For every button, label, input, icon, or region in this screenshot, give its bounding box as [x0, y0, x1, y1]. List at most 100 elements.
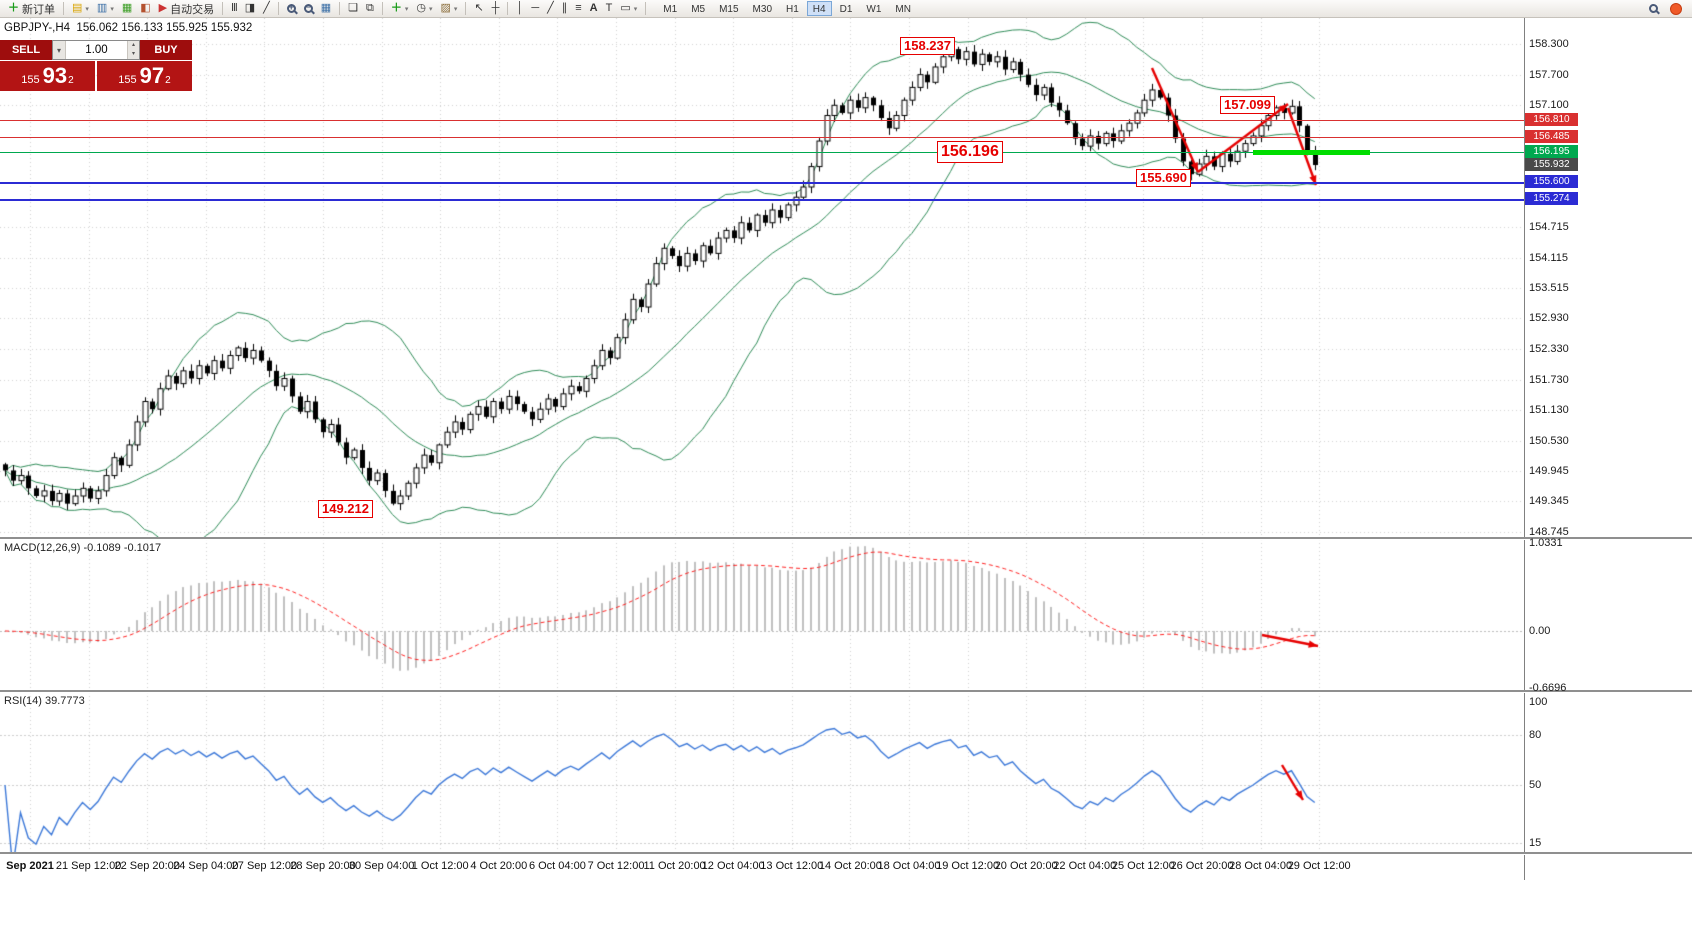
search-button[interactable]	[1645, 1, 1662, 17]
trendline-button[interactable]: ╱	[543, 1, 558, 17]
horizontal-level-line[interactable]	[0, 181, 1524, 184]
channel-button[interactable]: ∥	[558, 1, 572, 17]
spinner-down-icon[interactable]: ▾	[131, 51, 135, 57]
time-axis-label: 4 Oct 20:00	[470, 860, 528, 872]
price-badge: 155.932	[1525, 157, 1578, 171]
fibonacci-button[interactable]: ≡	[571, 1, 585, 17]
candlestick-icon: ◨	[244, 2, 256, 14]
line-chart-button[interactable]: ╱	[259, 1, 274, 17]
main-chart-canvas[interactable]	[0, 18, 1524, 537]
tf-button-m5[interactable]: M5	[691, 4, 706, 15]
toolbar-separator	[222, 2, 224, 15]
time-axis-label: 14 Oct 20:00	[818, 860, 882, 872]
trendline-icon: ╱	[547, 2, 554, 14]
clock-icon: ◷	[416, 2, 426, 14]
tile-windows-button[interactable]: ❏	[344, 1, 362, 17]
price-tick-label: 158.300	[1529, 38, 1569, 50]
terminal-button[interactable]: ◧	[136, 1, 154, 17]
time-axis-label: 20 Oct 20:00	[994, 860, 1058, 872]
text-button[interactable]: A	[586, 1, 602, 17]
price-badge: 156.485	[1525, 129, 1578, 143]
price-callout[interactable]: 157.099	[1220, 96, 1275, 115]
tf-button-m30[interactable]: M30	[752, 4, 772, 15]
price-badge: 156.195	[1525, 144, 1578, 158]
time-axis-label: Sep 2021	[6, 860, 54, 872]
tf-button-m1[interactable]: M1	[663, 4, 678, 15]
price-tick-label: 150.530	[1529, 434, 1569, 447]
horizontal-line-icon: ─	[531, 2, 540, 14]
panel-separator[interactable]	[0, 690, 1692, 692]
channel-icon: ∥	[561, 2, 568, 14]
indicators-button[interactable]: ＋ ▾	[387, 1, 413, 17]
time-axis[interactable]: Sep 2021 21 Sep 12:00 22 Sep 20:00 24 Sep 0…	[0, 854, 1578, 880]
zoom-out-icon: −	[303, 2, 313, 13]
panel-separator[interactable]	[0, 537, 1692, 539]
tf-button-w1[interactable]: W1	[866, 4, 882, 15]
bar-chart-button[interactable]: ǀǀǀ	[227, 1, 241, 17]
profiles-icon: ▥	[96, 2, 108, 14]
templates-button[interactable]: ▨ ▾	[437, 1, 462, 17]
macd-panel-canvas[interactable]	[0, 539, 1524, 690]
price-tick-label: 151.130	[1529, 404, 1569, 417]
volume-dropdown-button[interactable]: ▾	[53, 41, 66, 59]
crosshair-button[interactable]: ┼	[488, 1, 504, 17]
horizontal-level-line[interactable]	[0, 151, 1524, 153]
market-watch-button[interactable]: ▦	[118, 1, 136, 17]
grid-button[interactable]: ▦	[317, 1, 335, 17]
autotrading-button[interactable]: ▶ 自动交易	[155, 1, 218, 17]
price-callout[interactable]: 149.212	[318, 500, 373, 519]
macd-axis-label: 1.0331	[1529, 537, 1563, 549]
candlestick-chart-button[interactable]: ◨	[241, 1, 259, 17]
time-axis-label: 27 Sep 12:00	[231, 860, 298, 872]
price-tick-label: 157.700	[1529, 68, 1569, 81]
cascade-windows-button[interactable]: ⧉	[362, 1, 378, 17]
rsi-panel-canvas[interactable]	[0, 692, 1524, 852]
buy-button[interactable]: BUY	[140, 40, 192, 60]
price-callout[interactable]: 156.196	[937, 141, 1003, 163]
zoom-in-button[interactable]: +	[283, 1, 300, 17]
horizontal-level-line[interactable]	[0, 120, 1524, 122]
macd-axis-label: 0.00	[1529, 625, 1551, 637]
price-callout[interactable]: 155.690	[1136, 169, 1191, 188]
chevron-down-icon: ▾	[429, 5, 433, 13]
sell-price-button[interactable]: 155 93 2	[0, 61, 95, 91]
tf-button-h4[interactable]: H4	[806, 1, 832, 16]
cursor-button[interactable]: ↖	[470, 1, 487, 17]
tf-button-d1[interactable]: D1	[839, 4, 853, 15]
spinner-up-icon[interactable]: ▴	[131, 42, 135, 48]
tf-button-m15[interactable]: M15	[719, 4, 739, 15]
label-button[interactable]: T	[602, 1, 617, 17]
volume-field[interactable]: ▾ 1.00 ▴ ▾	[52, 40, 140, 60]
panel-separator	[0, 852, 1692, 854]
vertical-line-button[interactable]: │	[512, 1, 527, 17]
toolbar-separator	[465, 2, 467, 15]
profiles-button[interactable]: ▥ ▾	[93, 1, 118, 17]
autotrading-label: 自动交易	[170, 3, 215, 16]
new-order-icon: ＋	[8, 2, 19, 14]
price-badge: 156.810	[1525, 113, 1578, 127]
horizontal-line-button[interactable]: ─	[527, 1, 543, 17]
buy-price-button[interactable]: 155 97 2	[97, 61, 192, 91]
price-tick-label: 153.515	[1529, 282, 1569, 295]
tf-button-mn[interactable]: MN	[895, 4, 911, 15]
price-callout[interactable]: 158.237	[900, 37, 955, 56]
horizontal-level-line[interactable]	[0, 198, 1524, 201]
time-axis-label: 24 Sep 04:00	[173, 860, 239, 872]
volume-spinner[interactable]: ▴ ▾	[127, 41, 139, 59]
volume-value[interactable]: 1.00	[85, 44, 108, 56]
new-chart-button[interactable]: ▤ ▾	[68, 1, 93, 17]
new-order-button[interactable]: ＋ 新订单	[4, 1, 59, 17]
zoom-out-button[interactable]: −	[300, 1, 317, 17]
rsi-label: RSI(14) 39.7773	[4, 695, 85, 707]
horizontal-level-line[interactable]	[0, 136, 1524, 138]
sell-button[interactable]: SELL	[0, 40, 52, 60]
tf-button-h1[interactable]: H1	[786, 4, 799, 15]
template-icon: ▨	[440, 2, 451, 14]
time-axis-label: 29 Oct 12:00	[1287, 860, 1351, 872]
sell-price-prefix: 155	[21, 74, 40, 86]
periods-button[interactable]: ◷ ▾	[412, 1, 436, 17]
notification-icon[interactable]	[1670, 2, 1682, 15]
support-line-segment[interactable]	[1253, 149, 1370, 155]
price-tick-label: 157.100	[1529, 99, 1569, 112]
shapes-button[interactable]: ▭ ▾	[616, 1, 641, 17]
